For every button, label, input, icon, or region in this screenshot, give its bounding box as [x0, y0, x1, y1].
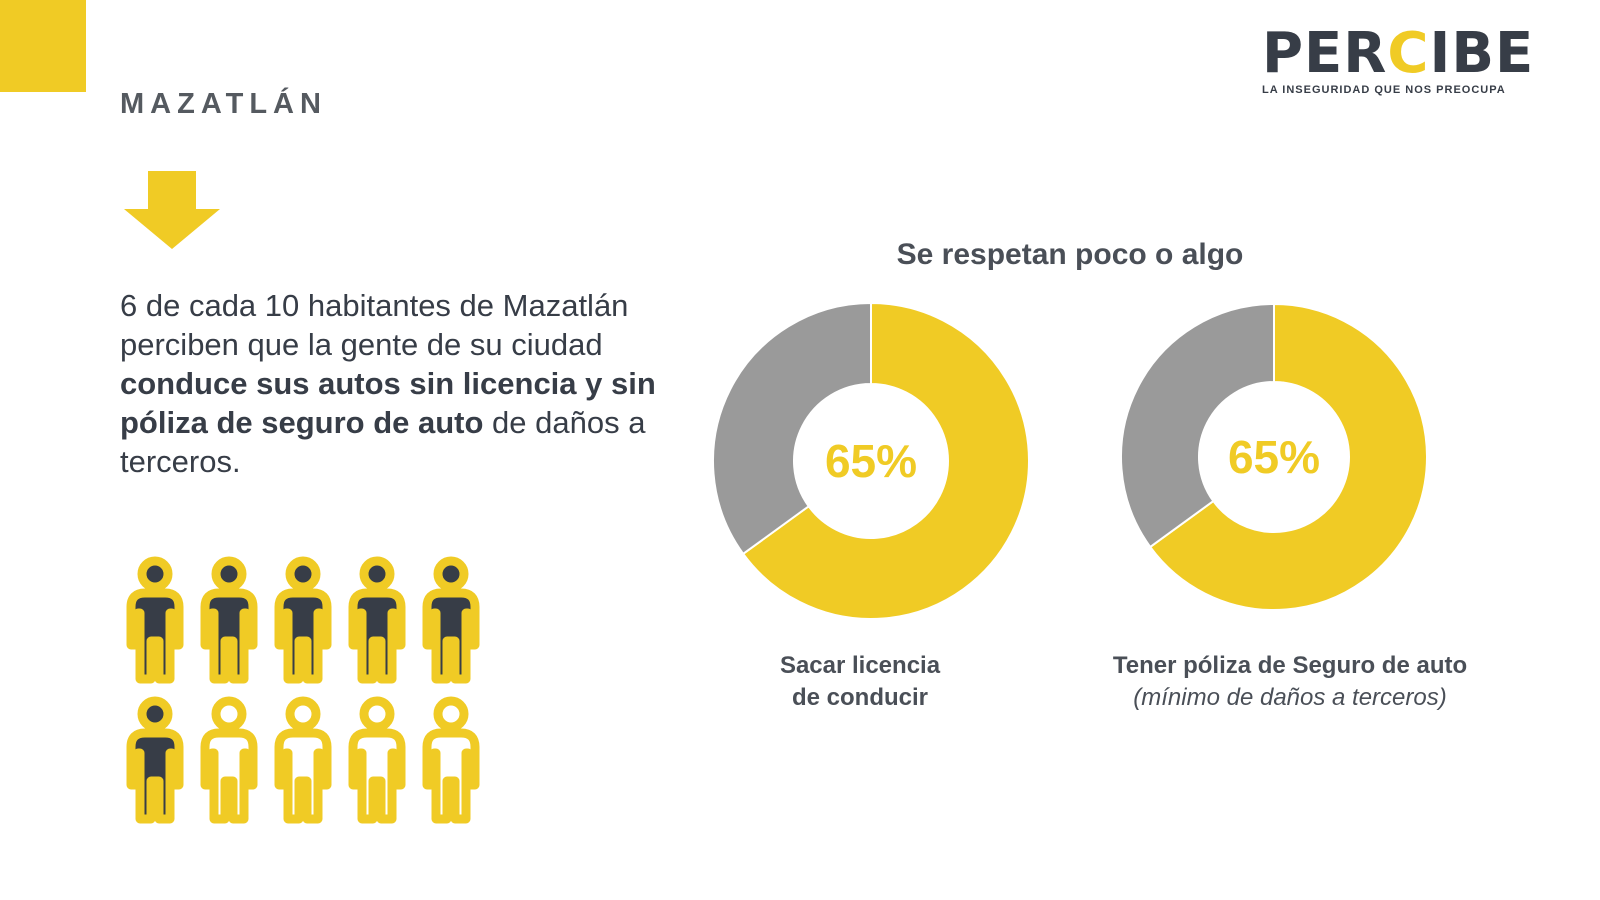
percibe-logo: PERCIBE LA INSEGURIDAD QUE NOS PREOCUPA — [1262, 21, 1535, 97]
person-filled-icon — [126, 696, 184, 824]
statement-bold: conduce sus autos sin licencia y sin pól… — [120, 366, 656, 440]
person-filled-icon — [274, 556, 332, 684]
logo-tagline: LA INSEGURIDAD QUE NOS PREOCUPA — [1262, 84, 1506, 96]
donut-2-label: Tener póliza de Seguro de auto (mínimo de… — [1112, 652, 1468, 711]
arrow-down-icon — [124, 171, 220, 249]
person-outline-icon — [274, 696, 332, 824]
corner-accent — [0, 0, 86, 92]
person-outline-icon — [200, 696, 258, 824]
statement-part2: de daños a terceros. — [120, 405, 646, 479]
donut-1-value-label: 65% — [825, 435, 917, 487]
person-filled-icon — [348, 556, 406, 684]
person-filled-icon — [126, 556, 184, 684]
donut-2-slice-2 — [1120, 302, 1275, 549]
donut-2-slice-1 — [1148, 302, 1428, 611]
donut-1-label: Sacar licencia de conducir — [779, 652, 941, 711]
statement-part1: 6 de cada 10 habitantes de Mazatlán perc… — [120, 288, 629, 362]
person-outline-icon — [422, 696, 480, 824]
chart-title: Se respetan poco o algo — [896, 238, 1244, 271]
person-filled-icon — [422, 556, 480, 684]
people-pictogram — [126, 556, 480, 824]
person-filled-icon — [200, 556, 258, 684]
statement-text: 6 de cada 10 habitantes de Mazatlán perc… — [120, 286, 680, 481]
donut-1-slice-1 — [741, 301, 1030, 620]
city-title: MAZATLÁN — [120, 88, 327, 120]
donut-1-slice-2 — [712, 301, 872, 556]
donut-2-value-label: 65% — [1228, 431, 1320, 483]
person-outline-icon — [348, 696, 406, 824]
